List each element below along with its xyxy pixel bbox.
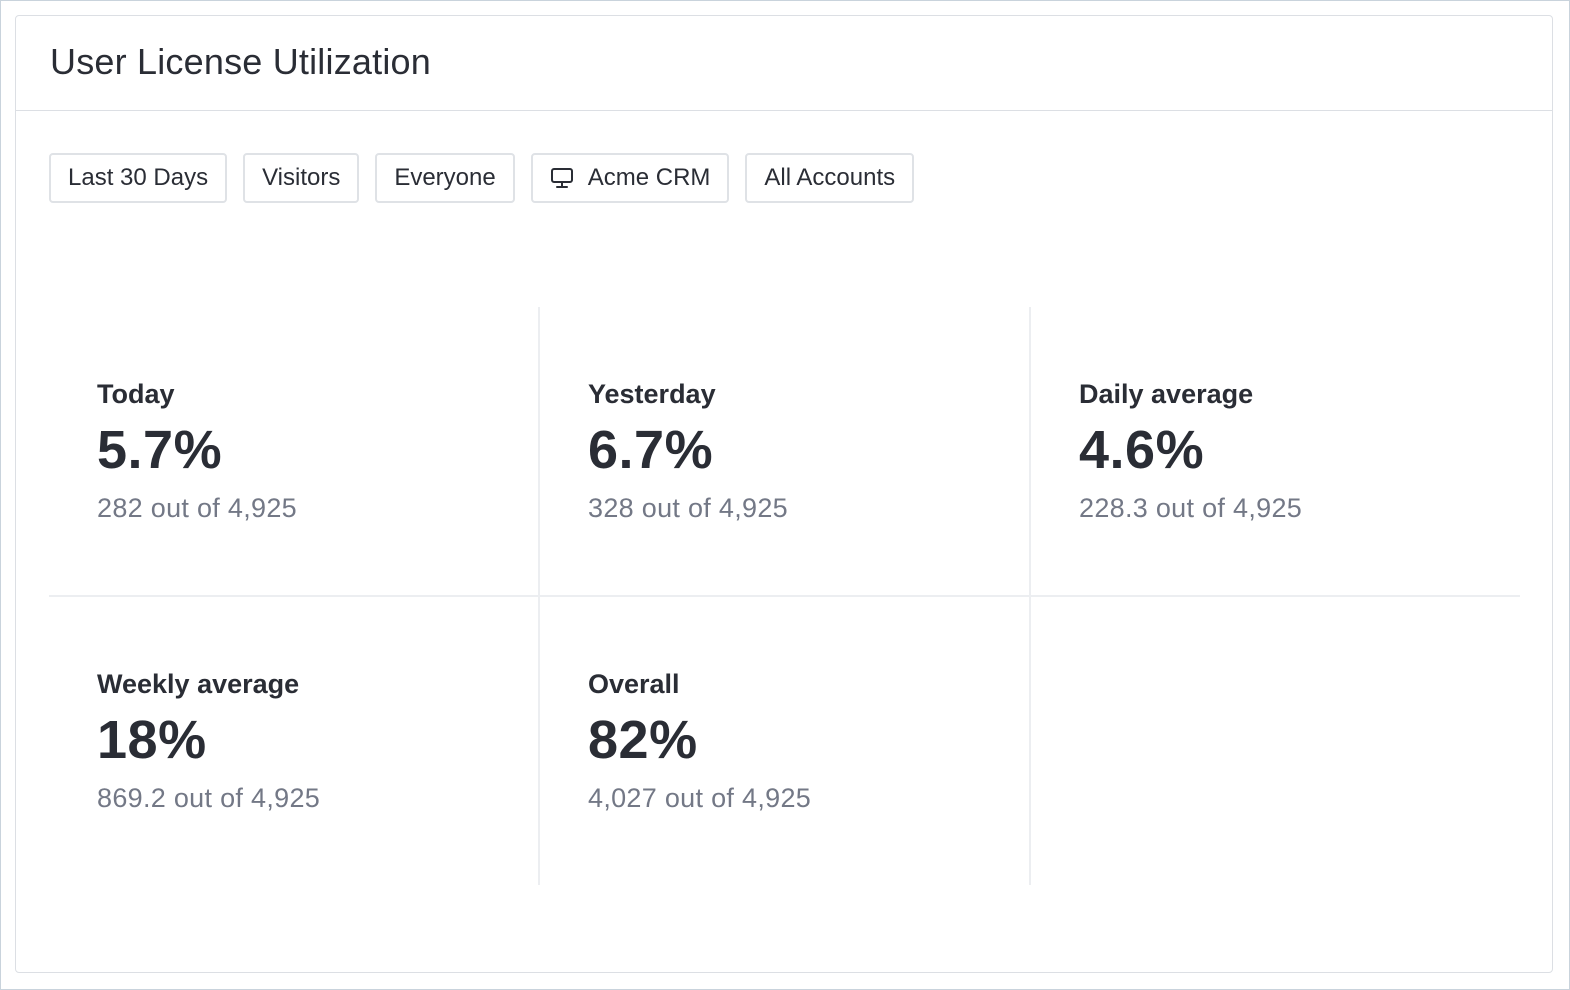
- filter-audience[interactable]: Everyone: [375, 153, 515, 203]
- stat-label: Overall: [588, 669, 680, 699]
- stat-subtext: 328 out of 4,925: [588, 493, 788, 523]
- stat-value: 5.7%: [97, 420, 223, 480]
- stats-grid: Today 5.7% 282 out of 4,925 Yesterday 6.…: [49, 307, 1520, 885]
- card-title: User License Utilization: [50, 41, 431, 82]
- stat-subtext: 869.2 out of 4,925: [97, 783, 321, 813]
- stat-yesterday: Yesterday 6.7% 328 out of 4,925: [588, 378, 1028, 524]
- filter-date-range[interactable]: Last 30 Days: [49, 153, 228, 203]
- stat-overall: Overall 82% 4,027 out of 4,925: [588, 668, 1028, 814]
- stat-value: 18%: [97, 710, 207, 770]
- stat-today: Today 5.7% 282 out of 4,925: [97, 378, 537, 524]
- monitor-icon: [550, 167, 574, 189]
- stat-label: Daily average: [1079, 379, 1254, 409]
- stat-subtext: 4,027 out of 4,925: [588, 783, 812, 813]
- stat-weekly-average: Weekly average 18% 869.2 out of 4,925: [97, 668, 537, 814]
- stat-value: 4.6%: [1079, 420, 1205, 480]
- filter-segment-type-label: Visitors: [262, 164, 341, 191]
- stat-value: 6.7%: [588, 420, 714, 480]
- license-utilization-card: User License Utilization Last 30 Days Vi…: [15, 15, 1553, 973]
- stat-daily-average: Daily average 4.6% 228.3 out of 4,925: [1079, 378, 1519, 524]
- filter-app-label: Acme CRM: [587, 164, 711, 191]
- stat-label: Today: [97, 379, 175, 409]
- grid-divider-horizontal: [49, 595, 1520, 597]
- stat-label: Yesterday: [588, 379, 716, 409]
- stat-label: Weekly average: [97, 669, 300, 699]
- filter-app[interactable]: Acme CRM: [530, 153, 730, 203]
- stat-value: 82%: [588, 710, 698, 770]
- filter-date-range-label: Last 30 Days: [68, 164, 209, 191]
- filter-bar: Last 30 Days Visitors Everyone Acme CRM: [49, 153, 915, 203]
- card-header: User License Utilization: [16, 16, 1552, 111]
- filter-accounts[interactable]: All Accounts: [745, 153, 915, 203]
- stat-subtext: 282 out of 4,925: [97, 493, 297, 523]
- filter-accounts-label: All Accounts: [764, 164, 896, 191]
- filter-audience-label: Everyone: [394, 164, 496, 191]
- stat-subtext: 228.3 out of 4,925: [1079, 493, 1303, 523]
- filter-segment-type[interactable]: Visitors: [243, 153, 360, 203]
